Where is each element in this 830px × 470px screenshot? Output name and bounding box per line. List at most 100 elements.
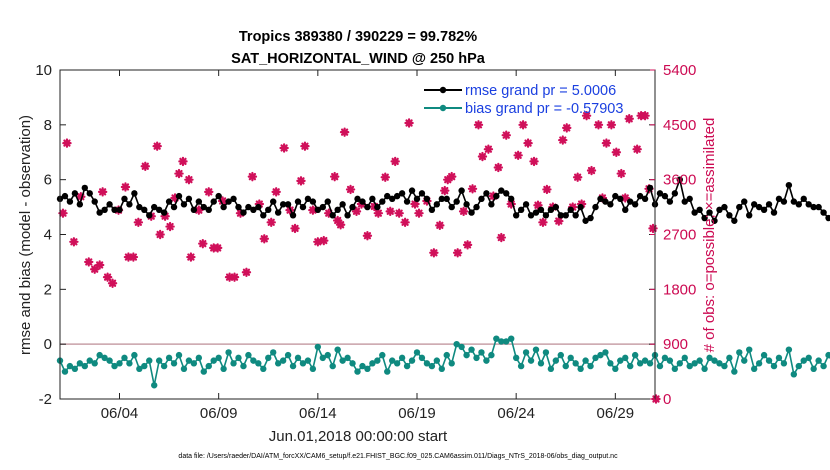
rmse-series-point	[215, 192, 222, 200]
rmse-series-point	[86, 190, 93, 197]
obs-count-point	[493, 162, 504, 173]
y2-tick-label: 0	[663, 391, 671, 408]
rmse-series-point	[304, 195, 312, 203]
rmse-series-point	[379, 198, 386, 205]
rmse-series-point	[220, 203, 227, 211]
plot-area	[56, 110, 830, 404]
rmse-series-point	[592, 203, 599, 211]
obs-count-point	[184, 174, 194, 185]
bias-series-point	[374, 357, 381, 364]
bias-series-point	[319, 354, 326, 362]
bias-series-point	[438, 365, 445, 373]
rmse-series-point	[572, 212, 579, 219]
rmse-series-point	[542, 212, 550, 219]
bias-series-point	[701, 365, 708, 373]
bias-series-point	[592, 354, 599, 362]
obs-count-point	[313, 237, 323, 247]
rmse-series-point	[750, 201, 758, 208]
rmse-series-point	[116, 206, 123, 214]
obs-count-point	[410, 199, 420, 209]
y2-tick-label: 5400	[663, 62, 696, 79]
bias-series-point	[91, 360, 98, 367]
rmse-series-point	[721, 203, 728, 211]
legend-bias-label: bias grand pr = -0.57903	[465, 101, 623, 117]
bias-series-point	[165, 354, 173, 362]
y-axis-label: rmse and bias (model - observation)	[17, 115, 34, 355]
rmse-series-point	[279, 201, 287, 208]
bias-series-point	[344, 354, 351, 362]
bias-series-point	[225, 349, 232, 356]
rmse-series-point	[235, 203, 242, 211]
bias-series-point	[428, 362, 436, 370]
rmse-series-point	[195, 198, 203, 205]
obs-count-point	[373, 208, 384, 218]
rmse-series-point	[334, 206, 341, 214]
rmse-series-point	[503, 190, 510, 197]
rmse-series-point	[686, 195, 693, 203]
rmse-series-point	[641, 195, 649, 203]
bias-series-point	[746, 346, 753, 353]
bias-series-point	[106, 357, 113, 364]
rmse-series-point	[384, 192, 391, 200]
bias-series-point	[483, 357, 490, 364]
bias-series-point	[413, 349, 421, 356]
rmse-series-point	[681, 198, 688, 205]
rmse-series-point	[805, 201, 812, 208]
bias-series-point	[527, 357, 535, 364]
bias-series-point	[631, 351, 639, 359]
bias-series-point	[622, 354, 629, 362]
obs-count-point	[94, 260, 105, 270]
bias-series-point	[349, 360, 356, 367]
data-file-footnote: data file: /Users/raeder/DAI/ATM_forcXX/…	[178, 453, 618, 460]
bias-series-point	[557, 351, 564, 359]
bias-series-point	[111, 362, 118, 370]
x-tick-label: 06/14	[299, 405, 337, 422]
obs-count-point	[554, 216, 564, 226]
plot-frame	[59, 69, 656, 400]
bias-series-point	[274, 360, 282, 367]
bias-series-point	[240, 362, 247, 370]
bias-series-point	[289, 362, 297, 370]
rmse-series-point	[205, 206, 212, 214]
bias-series-point	[205, 362, 212, 370]
rmse-series-point	[165, 198, 173, 205]
obs-count-point	[394, 208, 404, 218]
bias-series-point	[453, 340, 460, 348]
bias-series-point	[334, 346, 341, 353]
bias-series-point	[572, 360, 579, 367]
bias-series-point	[671, 365, 679, 373]
bias-series-point	[790, 371, 798, 378]
bias-series-point	[770, 362, 778, 370]
bias-series-point	[473, 354, 480, 362]
obs-count-point	[648, 223, 658, 234]
bias-series-point	[597, 351, 604, 359]
x-axis-label: Jun.01,2018 00:00:00 start	[269, 428, 448, 445]
bias-series-point	[542, 349, 550, 356]
y-tick-label: 10	[35, 62, 52, 79]
obs-count-point	[529, 156, 539, 167]
obs-count-point	[606, 120, 617, 130]
rmse-series-point	[795, 201, 802, 208]
bias-series-point	[210, 357, 217, 364]
rmse-series-point	[666, 198, 674, 205]
rmse-series-point	[820, 209, 827, 216]
rmse-series-point	[567, 206, 574, 214]
bias-series-point	[706, 354, 713, 362]
bias-series-point	[805, 354, 812, 362]
bias-series-point	[577, 365, 584, 373]
y2-tick-label: 3600	[663, 172, 696, 189]
bias-series-point	[220, 365, 227, 373]
rmse-series-point	[289, 212, 297, 219]
rmse-series-point	[136, 203, 143, 211]
y-tick-label: 8	[44, 117, 52, 134]
rmse-series-point	[458, 187, 465, 194]
rmse-series-point	[66, 198, 74, 205]
obs-count-point	[152, 141, 162, 151]
obs-count-point	[123, 252, 134, 262]
rmse-series-point	[532, 209, 540, 216]
bias-series-point	[324, 351, 331, 359]
rmse-series-point	[230, 195, 237, 203]
bias-series-point	[255, 360, 262, 367]
rmse-series-point	[225, 198, 232, 205]
rmse-series-point	[483, 190, 490, 197]
